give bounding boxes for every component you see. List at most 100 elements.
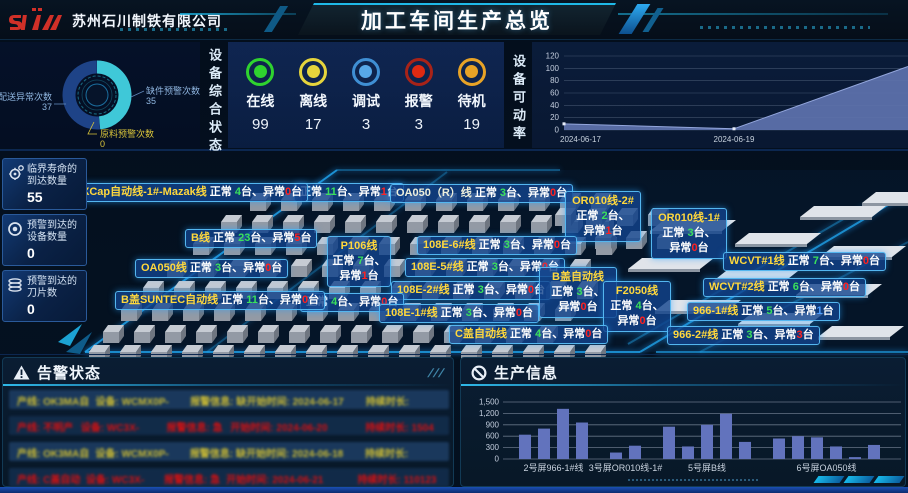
alarm-field: 报警信息: 急停 — [166, 423, 223, 434]
line-status-chip: XCap自动线-1#-Mazak线 正常 4台、异常0台 — [76, 183, 309, 202]
state-label: 离线 — [299, 92, 328, 109]
line-status-chip: C盖自动线 正常 4台、异常0台 — [449, 325, 609, 344]
alarm-field: 报警信息: 缺件 — [189, 449, 246, 460]
kpi-label: 临界寿命的到达数量 — [27, 164, 77, 187]
kpi-value: 0 — [27, 301, 35, 317]
svg-text:6号屏OA050线: 6号屏OA050线 — [796, 462, 856, 473]
svg-text:配送异常次数: 配送异常次数 — [0, 91, 52, 102]
device-composite-label: 设备综合状态 — [207, 48, 222, 156]
line-status-chip: 966-1#线 正常 5台、异常1台 — [687, 302, 840, 321]
alarm-field: 设备: WC3X-5XA23 — [80, 423, 140, 435]
corner-deco-shapes — [813, 476, 905, 483]
state-label: 报警 — [404, 92, 433, 109]
device-state-报警: 报警 3 — [404, 57, 433, 133]
device-composite-donut-panel: 配送异常次数 37 缺件预警次数 35 原料预警次数 0 — [0, 42, 200, 149]
svg-text:40: 40 — [550, 101, 559, 110]
alarm-row: 产线: OK3MA自动线设备: WCMX0P-S6N01H 报警信息: 缺件开始时… — [9, 442, 449, 461]
state-dot-icon — [306, 65, 320, 78]
divider — [0, 354, 908, 355]
svg-text:900: 900 — [486, 420, 500, 429]
warning-triangle-icon — [13, 365, 30, 380]
state-dot-icon — [253, 65, 267, 78]
line-status-chip: OR010线-1# 正常 3台、 异常0台 — [651, 208, 727, 259]
bar — [682, 446, 694, 459]
device-state-待机: 待机 19 — [457, 57, 486, 133]
line-status-chip: 正常 11台、异常1台 — [294, 183, 404, 202]
state-value: 3 — [414, 115, 423, 133]
line-status-chip: B线 正常 23台、异常5台 — [185, 229, 318, 248]
state-label: 调试 — [351, 92, 380, 109]
kpi-value: 0 — [27, 245, 35, 261]
bottom-strip — [0, 487, 908, 493]
state-ring-icon — [404, 57, 433, 86]
alarm-field: 开始时间: 2024-06-21 07:10:05 — [226, 475, 324, 487]
production-panel-title: 生产信息 — [494, 365, 559, 382]
svg-text:2号屏966-1#线: 2号屏966-1#线 — [523, 462, 583, 473]
state-label: 待机 — [457, 92, 486, 109]
bar — [538, 428, 550, 459]
no-entry-icon — [471, 364, 487, 381]
alarm-field: 报警信息: 缺件 — [190, 397, 247, 408]
company-logo-icon — [9, 8, 62, 30]
alarm-field: 持续时长: 111800秒 — [365, 397, 410, 408]
alarm-field: 设备: WCMX0P-S6N01H — [95, 449, 169, 461]
svg-text:原料预警次数: 原料预警次数 — [100, 128, 154, 139]
header-deco-line — [180, 13, 296, 15]
svg-text:缺件预警次数: 缺件预警次数 — [146, 85, 200, 96]
svg-text:120: 120 — [546, 52, 560, 61]
company-name: 苏州石川制铁有限公司 — [72, 13, 222, 29]
header-deco-dots — [700, 26, 870, 29]
line-status-chip: WCVT#1线 正常 7台、异常0台 — [723, 252, 886, 271]
alarm-row: 产线: OK3MA自动线设备: WCMX0P-S6N01H 报警信息: 缺件开始时… — [9, 390, 449, 409]
target-icon — [7, 220, 27, 263]
header-deco-shape — [642, 8, 664, 32]
line-status-chip: WCVT#2线 正常 6台、异常0台 — [703, 278, 866, 297]
line-status-chip: F2050线 正常 4台、 异常0台 — [603, 281, 671, 332]
kpi-card: 预警到达的刀片数 0 — [2, 270, 87, 322]
layers-icon — [7, 276, 27, 319]
state-dot-icon — [412, 65, 426, 78]
kpi-label: 预警到达的设备数量 — [27, 220, 77, 243]
panel-title-underline — [461, 384, 905, 386]
line-status-chip: OA050（R）线 正常 3台、异常0台 — [390, 184, 574, 203]
state-dot-icon — [359, 65, 373, 78]
state-dot-icon — [465, 65, 479, 78]
bar — [557, 408, 569, 459]
state-value: 17 — [304, 115, 322, 133]
device-state-在线: 在线 99 — [246, 57, 275, 133]
bar — [811, 437, 823, 459]
device-state-调试: 调试 3 — [351, 57, 380, 133]
alarm-field: 持续时长: 110123秒 — [357, 475, 437, 486]
device-state-离线: 离线 17 — [299, 57, 328, 133]
state-value: 3 — [361, 115, 371, 133]
alarm-field: 开始时间: 2024-06-20 09:01:53 — [230, 423, 328, 435]
alarm-field: 开始时间: 2024-06-18 17:54:59 — [245, 449, 344, 461]
alarm-field: 产线: 不明产线 — [17, 423, 74, 434]
bar — [773, 438, 785, 459]
availability-chart-panel: 0 20 40 60 80 100 120 2024-06-17 2024-06-19 — [532, 42, 908, 148]
panel-deco-slashes: /// — [425, 366, 449, 380]
alarm-row: 产线: C盖自动线设备: WC3X-5G4F 报警信息: 急停开始时间: 2024… — [9, 468, 449, 487]
line-status-chip: 108E-2#线 正常 3台、异常0台 — [391, 281, 551, 300]
line-status-chip: P106线 正常 7台、 异常1台 — [327, 236, 391, 287]
alarm-field: 设备: WC3X-5G4F — [85, 475, 145, 487]
kpi-card: 临界寿命的到达数量 55 — [2, 158, 87, 210]
kpi-value: 55 — [27, 189, 43, 205]
svg-text:0: 0 — [555, 126, 560, 135]
gear-icon — [7, 164, 27, 207]
alarm-field: 设备: WCMX0P-S6N01H — [95, 397, 169, 409]
state-label: 在线 — [246, 92, 275, 109]
alarm-field: 开始时间: 2024-06-17 16:20:41 — [246, 397, 344, 409]
availability-label: 设备可动率 — [511, 54, 526, 144]
svg-text:35: 35 — [146, 96, 156, 106]
alarm-row: 产线: 不明产线设备: WC3X-5XA23 报警信息: 急停开始时间: 2024… — [9, 416, 449, 435]
divider — [0, 149, 908, 151]
bar — [830, 446, 842, 459]
state-ring-icon — [299, 57, 328, 86]
alarm-field: 报警信息: 急停 — [164, 475, 221, 486]
line-status-chip: B盖SUNTEC自动线 正常 11台、异常0台 — [115, 291, 326, 310]
state-ring-icon — [246, 57, 275, 86]
line-status-chip: OR010线-2# 正常 2台、 异常1台 — [565, 191, 641, 242]
